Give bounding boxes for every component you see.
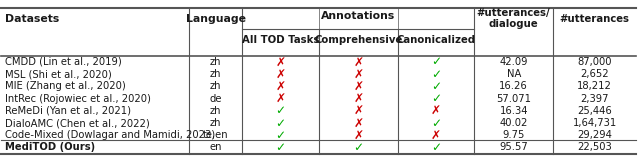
Text: te,en: te,en xyxy=(203,130,228,140)
Text: zh: zh xyxy=(210,106,221,116)
Text: MSL (Shi et al., 2020): MSL (Shi et al., 2020) xyxy=(4,69,111,79)
Text: 29,294: 29,294 xyxy=(577,130,612,140)
Text: Datasets: Datasets xyxy=(4,14,59,24)
Text: ✗: ✗ xyxy=(431,104,441,117)
Text: ✓: ✓ xyxy=(431,141,441,154)
Text: ✗: ✗ xyxy=(353,92,364,105)
Text: zh: zh xyxy=(210,69,221,79)
Text: Annotations: Annotations xyxy=(321,11,396,21)
Text: 1,64,731: 1,64,731 xyxy=(573,118,617,128)
Text: 42.09: 42.09 xyxy=(499,57,528,67)
Text: Language: Language xyxy=(186,14,246,24)
Text: 57.071: 57.071 xyxy=(496,94,531,104)
Text: 95.57: 95.57 xyxy=(499,142,528,153)
Text: ✗: ✗ xyxy=(275,92,285,105)
Text: Comprehensive: Comprehensive xyxy=(314,35,403,45)
Text: 22,503: 22,503 xyxy=(577,142,612,153)
Text: 16.34: 16.34 xyxy=(499,106,528,116)
Text: ✓: ✓ xyxy=(431,80,441,93)
Text: ✗: ✗ xyxy=(275,68,285,81)
Text: ✓: ✓ xyxy=(431,92,441,105)
Text: ✓: ✓ xyxy=(431,117,441,130)
Text: ✗: ✗ xyxy=(353,117,364,130)
Text: de: de xyxy=(209,94,222,104)
Text: ✓: ✓ xyxy=(275,129,285,142)
Text: ✗: ✗ xyxy=(431,129,441,142)
Text: IntRec (Rojowiec et al., 2020): IntRec (Rojowiec et al., 2020) xyxy=(4,94,150,104)
Text: 16.26: 16.26 xyxy=(499,81,528,91)
Text: 2,652: 2,652 xyxy=(580,69,609,79)
Text: ✗: ✗ xyxy=(353,80,364,93)
Text: ✓: ✓ xyxy=(431,68,441,81)
Text: MediTOD (Ours): MediTOD (Ours) xyxy=(4,142,95,153)
Text: 87,000: 87,000 xyxy=(577,57,612,67)
Text: zh: zh xyxy=(210,57,221,67)
Text: #utterances/
dialogue: #utterances/ dialogue xyxy=(477,8,550,29)
Text: CMDD (Lin et al., 2019): CMDD (Lin et al., 2019) xyxy=(4,57,122,67)
Text: ReMeDi (Yan et al., 2021): ReMeDi (Yan et al., 2021) xyxy=(4,106,131,116)
Text: Canonicalized: Canonicalized xyxy=(396,35,476,45)
Text: All TOD Tasks: All TOD Tasks xyxy=(242,35,319,45)
Text: MIE (Zhang et al., 2020): MIE (Zhang et al., 2020) xyxy=(4,81,125,91)
Text: ✗: ✗ xyxy=(275,80,285,93)
Text: zh: zh xyxy=(210,118,221,128)
Text: ✓: ✓ xyxy=(275,104,285,117)
Text: 18,212: 18,212 xyxy=(577,81,612,91)
Text: 2,397: 2,397 xyxy=(580,94,609,104)
Text: Code-Mixed (Dowlagar and Mamidi, 2023): Code-Mixed (Dowlagar and Mamidi, 2023) xyxy=(4,130,214,140)
Text: ✗: ✗ xyxy=(353,68,364,81)
Text: 9.75: 9.75 xyxy=(502,130,525,140)
Text: ✓: ✓ xyxy=(353,141,364,154)
Text: 40.02: 40.02 xyxy=(500,118,528,128)
Text: ✗: ✗ xyxy=(353,55,364,68)
Text: ✓: ✓ xyxy=(275,141,285,154)
Text: NA: NA xyxy=(506,69,521,79)
Text: 25,446: 25,446 xyxy=(577,106,612,116)
Text: ✗: ✗ xyxy=(353,129,364,142)
Text: DialoAMC (Chen et al., 2022): DialoAMC (Chen et al., 2022) xyxy=(4,118,149,128)
Text: ✗: ✗ xyxy=(353,104,364,117)
Text: ✗: ✗ xyxy=(275,55,285,68)
Text: ✓: ✓ xyxy=(275,117,285,130)
Text: #utterances: #utterances xyxy=(559,14,630,24)
Text: en: en xyxy=(209,142,222,153)
Text: zh: zh xyxy=(210,81,221,91)
Text: ✓: ✓ xyxy=(431,55,441,68)
